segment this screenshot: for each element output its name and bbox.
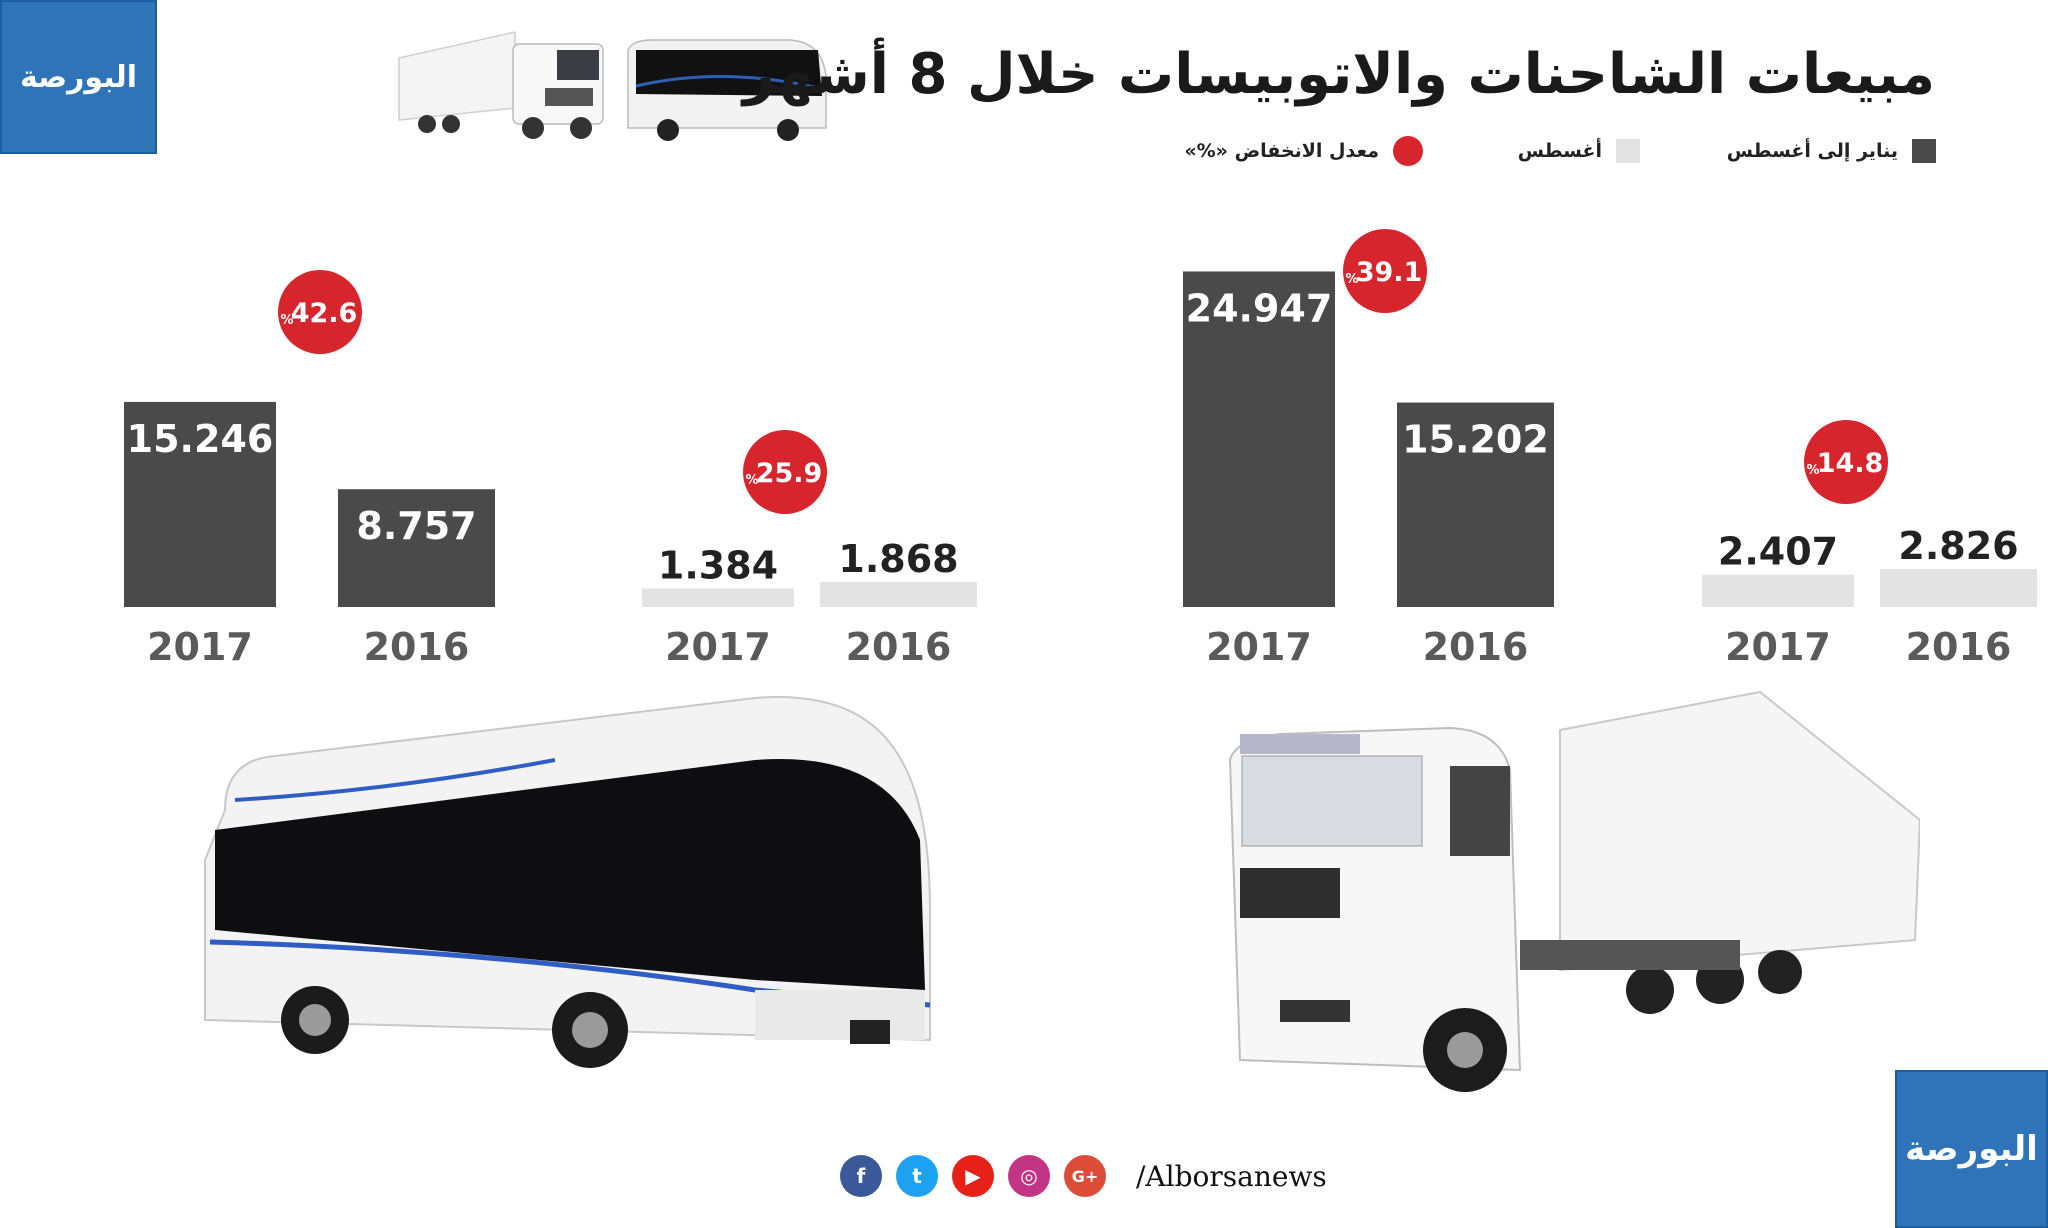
decline-badge-value: 25.9 xyxy=(756,458,823,489)
page-title: مبيعات الشاحنات والاتوبيسات خلال 8 أشهر xyxy=(742,42,1935,107)
brand-logo-bottom: البورصة xyxy=(1895,1070,2048,1228)
year-tick-label: 2017 xyxy=(1725,625,1831,669)
truck-data-label: 2.407 xyxy=(1718,530,1838,574)
year-tick-label: 2017 xyxy=(1206,625,1312,669)
decline-badge-value: 42.6 xyxy=(291,298,358,329)
decline-badge xyxy=(1804,420,1888,504)
social-handle[interactable]: /Alborsanews xyxy=(1136,1159,1327,1193)
legend-item-decline-rate: معدل الانخفاض «%» xyxy=(1184,136,1423,166)
decline-badge xyxy=(1343,229,1427,313)
brand-logo-top: البورصة xyxy=(0,0,157,154)
bus-data-label: 1.868 xyxy=(838,537,958,581)
truck-bar xyxy=(1702,574,1854,607)
bus-data-label: 15.246 xyxy=(127,417,274,461)
brand-logo-text: البورصة xyxy=(19,59,138,95)
year-tick-label: 2016 xyxy=(364,625,470,669)
google-plus-icon[interactable]: G+ xyxy=(1064,1155,1106,1197)
truck-data-label: 15.202 xyxy=(1402,418,1549,462)
bus-thumbnail-image xyxy=(627,39,827,141)
truck-data-label: 2.826 xyxy=(1898,524,2018,568)
truck-data-label: 24.947 xyxy=(1186,286,1333,330)
decline-badge-value: 39.1 xyxy=(1356,257,1423,288)
bus-bar xyxy=(820,581,977,607)
facebook-icon[interactable]: f xyxy=(840,1155,882,1197)
legend-item-august: أغسطس xyxy=(1518,139,1640,163)
twitter-icon[interactable]: t xyxy=(896,1155,938,1197)
decline-badge-value: 14.8 xyxy=(1817,448,1884,479)
truck-image xyxy=(1228,690,1920,1092)
decline-badge-percent-sign: % xyxy=(745,473,758,488)
truck-bar xyxy=(1183,271,1335,607)
brand-logo-text: البورصة xyxy=(1905,1129,2038,1169)
decline-badge-percent-sign: % xyxy=(1806,463,1819,478)
legend-item-jan-aug: يناير إلى أغسطس xyxy=(1727,139,1936,163)
year-tick-label: 2017 xyxy=(665,625,771,669)
youtube-icon[interactable]: ▶ xyxy=(952,1155,994,1197)
decline-badge xyxy=(743,430,827,514)
decline-badge xyxy=(278,270,362,354)
legend-label: يناير إلى أغسطس xyxy=(1726,140,1898,162)
year-tick-label: 2016 xyxy=(1906,625,2012,669)
year-tick-label: 2016 xyxy=(1423,625,1529,669)
year-tick-label: 2016 xyxy=(846,625,952,669)
truck-thumbnail-image xyxy=(398,31,604,139)
bus-bar xyxy=(124,401,276,607)
year-tick-label: 2017 xyxy=(147,625,253,669)
social-footer: f t ▶ ◎ G+ /Alborsanews xyxy=(840,1155,1327,1197)
bus-image xyxy=(204,696,931,1068)
decline-badge-percent-sign: % xyxy=(1345,272,1358,287)
legend-label: معدل الانخفاض «%» xyxy=(1184,140,1379,162)
bus-bar xyxy=(338,489,495,607)
decline-badge-percent-sign: % xyxy=(280,313,293,328)
sales-bar-charts: 15.246 2017 8.757 2016 42.6% 1.384 2017 1.868 20… xyxy=(124,229,2037,669)
truck-bar xyxy=(1880,568,2037,607)
bus-data-label: 1.384 xyxy=(658,543,778,587)
bus-data-label: 8.757 xyxy=(356,504,476,548)
bus-bar xyxy=(642,588,794,607)
truck-bar xyxy=(1397,402,1554,607)
legend-swatch xyxy=(1912,139,1936,163)
instagram-icon[interactable]: ◎ xyxy=(1008,1155,1050,1197)
legend-swatch xyxy=(1393,136,1423,166)
legend-swatch xyxy=(1616,139,1640,163)
legend-label: أغسطس xyxy=(1517,140,1602,162)
